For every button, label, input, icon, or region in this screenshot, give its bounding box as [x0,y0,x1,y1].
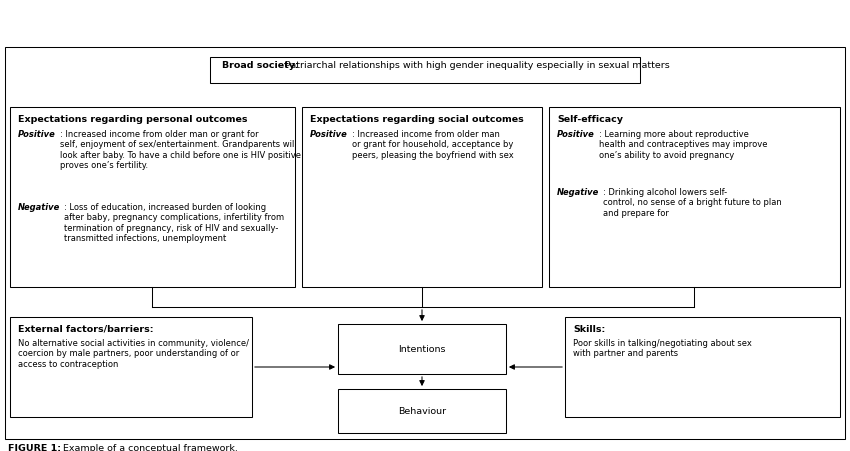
Text: Positive: Positive [18,130,56,139]
Text: Positive: Positive [557,130,595,139]
Text: Broad society:: Broad society: [222,61,298,70]
Bar [565,318,840,417]
Bar [10,318,252,417]
Text: : Loss of education, increased burden of looking
after baby, pregnancy complicat: : Loss of education, increased burden of… [64,202,284,243]
Text: Poor skills in talking/negotiating about sex
with partner and parents: Poor skills in talking/negotiating about… [573,338,752,358]
Bar [10,108,295,287]
Text: External factors/barriers:: External factors/barriers: [18,324,154,333]
Text: : Drinking alcohol lowers self-
control, no sense of a bright future to plan
and: : Drinking alcohol lowers self- control,… [603,188,782,217]
Text: Patriarchal relationships with high gender inequality especially in sexual matte: Patriarchal relationships with high gend… [282,61,670,70]
Bar [338,324,506,374]
Text: Negative: Negative [18,202,60,212]
Bar [210,58,640,84]
Text: : Learning more about reproductive
health and contraceptives may improve
one’s a: : Learning more about reproductive healt… [599,130,768,160]
Text: Behaviour: Behaviour [398,407,446,415]
Bar [338,389,506,433]
Text: Positive: Positive [310,130,348,139]
Text: No alternative social activities in community, violence/
coercion by male partne: No alternative social activities in comm… [18,338,249,368]
Text: : Increased income from older man
or grant for household, acceptance by
peers, p: : Increased income from older man or gra… [352,130,513,160]
Text: Example of a conceptual framework.: Example of a conceptual framework. [60,443,238,451]
Text: Self-efficacy: Self-efficacy [557,115,623,124]
Text: FIGURE 1:: FIGURE 1: [8,443,61,451]
Bar [5,48,845,439]
Text: : Increased income from older man or grant for
self, enjoyment of sex/entertainm: : Increased income from older man or gra… [60,130,301,170]
Bar [302,108,542,287]
Text: Skills:: Skills: [573,324,605,333]
Text: Expectations regarding social outcomes: Expectations regarding social outcomes [310,115,524,124]
Text: Negative: Negative [557,188,599,197]
Bar [549,108,840,287]
Text: Expectations regarding personal outcomes: Expectations regarding personal outcomes [18,115,247,124]
Text: Intentions: Intentions [399,345,445,354]
